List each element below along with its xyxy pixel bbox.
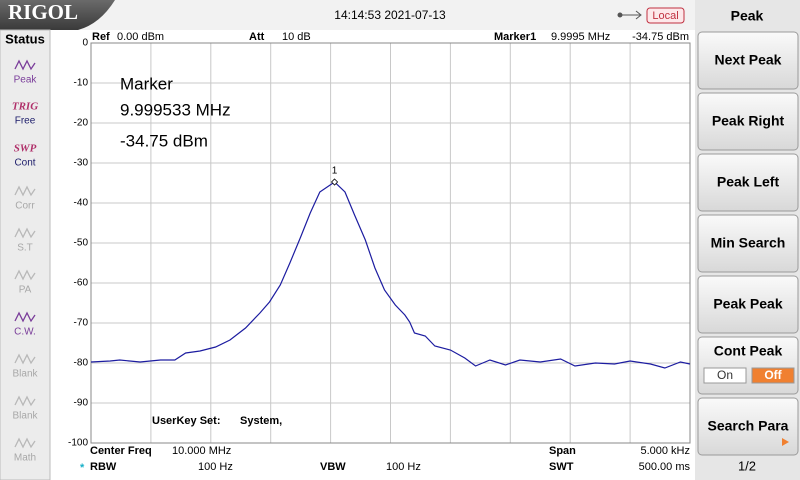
- userkey-value: System,: [240, 415, 282, 427]
- softkey-label: Cont Peak: [714, 343, 783, 359]
- status-icon: [14, 395, 36, 407]
- menu-page: 1/2: [738, 458, 756, 473]
- sweep-time: 500.00 ms: [639, 461, 691, 473]
- option-button[interactable]: [751, 367, 795, 384]
- submenu-arrow: [782, 438, 789, 446]
- softkey[interactable]: [697, 275, 799, 334]
- readout-level: -34.75 dBm: [120, 131, 208, 150]
- softkey[interactable]: [697, 397, 799, 456]
- center-label: Center Freq: [90, 445, 152, 457]
- y-tick-label: -100: [68, 438, 88, 449]
- option-button[interactable]: [703, 367, 747, 384]
- center-frequency: 10.000 MHz: [172, 445, 231, 457]
- status-icon: [14, 353, 36, 365]
- marker-frequency: 9.9995 MHz: [551, 31, 610, 43]
- status-tag: SWP: [14, 143, 37, 155]
- menu-title: Peak: [731, 8, 764, 24]
- softkey[interactable]: [697, 31, 799, 90]
- status-label: PA: [19, 285, 32, 296]
- logo: RIGOL: [8, 0, 78, 24]
- softkey[interactable]: [697, 153, 799, 212]
- status-label: Corr: [15, 201, 35, 212]
- top-bar: [0, 0, 695, 30]
- softkey[interactable]: [697, 214, 799, 273]
- status-label: Blank: [12, 369, 38, 380]
- softkey-label: Next Peak: [715, 52, 782, 68]
- remote-status: Local: [652, 10, 678, 22]
- marker-point: [330, 178, 339, 186]
- menu-keys: Next Peak Peak Right Peak Left Min Search Pe…: [697, 31, 799, 456]
- datetime: 14:14:53 2021-07-13: [334, 8, 446, 22]
- status-label: S.T: [17, 243, 33, 254]
- status-label: C.W.: [14, 327, 36, 338]
- y-tick-label: -70: [74, 318, 89, 329]
- status-label: Free: [15, 116, 36, 127]
- status-label: Cont: [14, 158, 35, 169]
- y-tick-label: -20: [74, 118, 89, 129]
- readout-frequency: 9.999533 MHz: [120, 100, 231, 119]
- y-tick-label: -90: [74, 398, 89, 409]
- ref-label: Ref: [92, 31, 110, 43]
- softkey-label: Min Search: [711, 235, 786, 251]
- softkey-label: Search Para: [708, 418, 789, 434]
- plot: 0 -10 -20 -30 -40 -50 -60 -70 -80 -90 -100 1: [68, 38, 691, 449]
- y-tick-label: -30: [74, 158, 89, 169]
- softkey-label: Peak Right: [712, 113, 785, 129]
- rbw-flag: *: [80, 462, 85, 474]
- marker-id: 1: [332, 166, 338, 177]
- userkey-label: UserKey Set:: [152, 415, 220, 427]
- trace: [90, 181, 691, 369]
- status-panel: [0, 29, 51, 480]
- y-tick-label: -50: [74, 238, 89, 249]
- status-icon: [14, 269, 36, 281]
- y-tick-label: 0: [82, 38, 88, 49]
- vbw: 100 Hz: [386, 461, 421, 473]
- rbw: 100 Hz: [198, 461, 233, 473]
- status-items: Peak TRIG Free SWP Cont Corr S.T PA C.W. Blank Bla…: [12, 59, 39, 464]
- option-label: Off: [764, 368, 782, 382]
- y-tick-label: -80: [74, 358, 89, 369]
- status-icon: [14, 227, 36, 239]
- softkey-label: Peak Left: [717, 174, 780, 190]
- y-tick-label: -40: [74, 198, 89, 209]
- marker-label: Marker1: [494, 31, 536, 43]
- span-label: Span: [549, 445, 576, 457]
- ref-level: 0.00 dBm: [117, 31, 164, 43]
- remote-badge: [646, 7, 685, 24]
- status-title: Status: [5, 31, 45, 46]
- softkey-label: Peak Peak: [713, 296, 782, 312]
- readout-title: Marker: [120, 74, 173, 93]
- status-label: Blank: [12, 411, 38, 422]
- attenuation: 10 dB: [282, 31, 311, 43]
- status-icon: [14, 59, 36, 71]
- marker-level: -34.75 dBm: [632, 31, 689, 43]
- usb-icon: [617, 10, 642, 20]
- vbw-label: VBW: [320, 461, 346, 473]
- status-icon: [14, 185, 36, 197]
- status-icon: [14, 437, 36, 449]
- softkey[interactable]: [697, 92, 799, 151]
- status-label: Peak: [14, 75, 38, 86]
- y-tick-label: -10: [74, 78, 89, 89]
- status-tag: TRIG: [12, 101, 38, 113]
- rbw-label: RBW: [90, 461, 117, 473]
- logo-badge: [0, 0, 115, 30]
- option-label: On: [717, 368, 733, 382]
- status-label: Math: [14, 453, 36, 464]
- att-label: Att: [249, 31, 265, 43]
- plot-frame: [90, 42, 691, 444]
- status-icon: [14, 311, 36, 323]
- swt-label: SWT: [549, 461, 574, 473]
- y-tick-label: -60: [74, 278, 89, 289]
- span: 5.000 kHz: [640, 445, 690, 457]
